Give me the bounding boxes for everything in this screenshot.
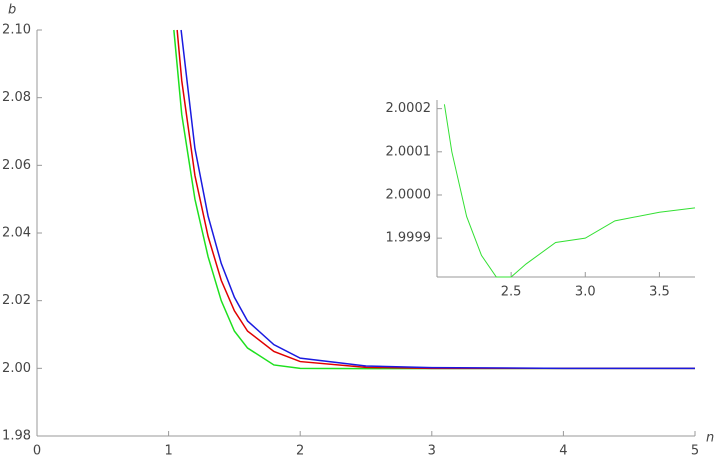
x-axis-label: n: [706, 431, 714, 446]
series-line: [176, 29, 695, 370]
y-tick-label: 1.9999: [386, 231, 432, 246]
x-tick-label: 3.5: [649, 285, 670, 300]
y-axis-label: b: [8, 3, 16, 18]
x-tick-label: 3: [428, 444, 436, 459]
series-line: [180, 29, 695, 370]
y-tick-label: 2.0000: [386, 187, 432, 202]
x-tick-label: 0: [33, 444, 41, 459]
y-tick-label: 2.04: [2, 226, 31, 241]
x-tick-label: 1: [164, 444, 172, 459]
series-line: [173, 29, 696, 370]
series-line: [443, 104, 696, 278]
y-tick-label: 1.98: [2, 429, 31, 444]
y-tick-label: 2.00: [2, 361, 31, 376]
y-tick-label: 2.0002: [386, 101, 432, 116]
y-tick-label: 2.0001: [386, 144, 432, 159]
x-tick-label: 3.0: [575, 285, 596, 300]
y-tick-label: 2.02: [2, 293, 31, 308]
y-tick-label: 2.06: [2, 158, 31, 173]
x-tick-label: 2: [296, 444, 304, 459]
y-tick-label: 2.10: [2, 23, 31, 38]
x-tick-label: 2.5: [501, 285, 522, 300]
x-tick-label: 5: [691, 444, 699, 459]
y-tick-label: 2.08: [2, 90, 31, 105]
x-tick-label: 4: [559, 444, 567, 459]
